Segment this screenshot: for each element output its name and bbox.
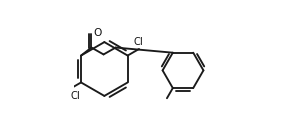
Text: Cl: Cl <box>134 37 143 47</box>
Text: O: O <box>93 28 102 38</box>
Text: Cl: Cl <box>70 91 80 101</box>
